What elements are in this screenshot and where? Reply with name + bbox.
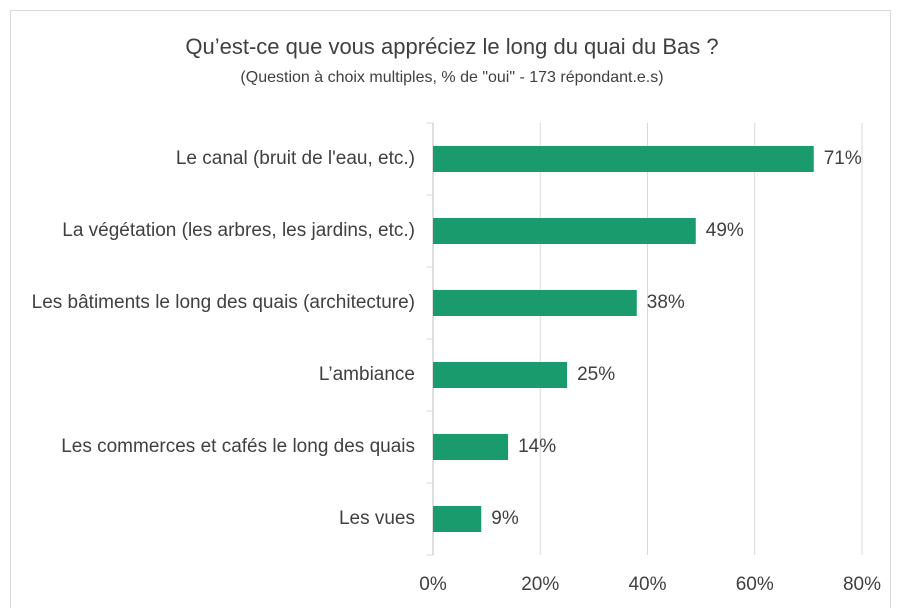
data-label: 9%: [491, 508, 519, 529]
bar: [433, 146, 814, 172]
x-tick-label: 80%: [843, 574, 881, 595]
chart-title: Qu’est-ce que vous appréciez le long du …: [185, 34, 718, 59]
bar: [433, 362, 568, 388]
chart-border: [10, 10, 891, 608]
y-tick-label: La végétation (les arbres, les jardins, …: [62, 220, 415, 241]
bar: [433, 218, 696, 244]
x-tick-label: 60%: [736, 574, 774, 595]
y-tick-label: Le canal (bruit de l'eau, etc.): [175, 148, 415, 169]
bar: [433, 506, 482, 532]
chart-subtitle: (Question à choix multiples, % de "oui" …: [240, 69, 663, 86]
data-label: 38%: [647, 292, 685, 313]
data-label: 25%: [577, 364, 615, 385]
bar: [433, 290, 637, 316]
x-tick-label: 20%: [521, 574, 559, 595]
y-tick-label: Les vues: [338, 508, 415, 529]
bar: [433, 434, 509, 460]
x-tick-label: 40%: [628, 574, 666, 595]
x-tick-label: 0%: [419, 574, 447, 595]
y-tick-label: L’ambiance: [318, 364, 415, 385]
data-label: 14%: [518, 436, 556, 457]
data-label: 49%: [706, 220, 744, 241]
y-tick-label: Les commerces et cafés le long des quais: [61, 436, 415, 457]
y-tick-label: Les bâtiments le long des quais (archite…: [31, 292, 415, 313]
data-label: 71%: [824, 148, 862, 169]
